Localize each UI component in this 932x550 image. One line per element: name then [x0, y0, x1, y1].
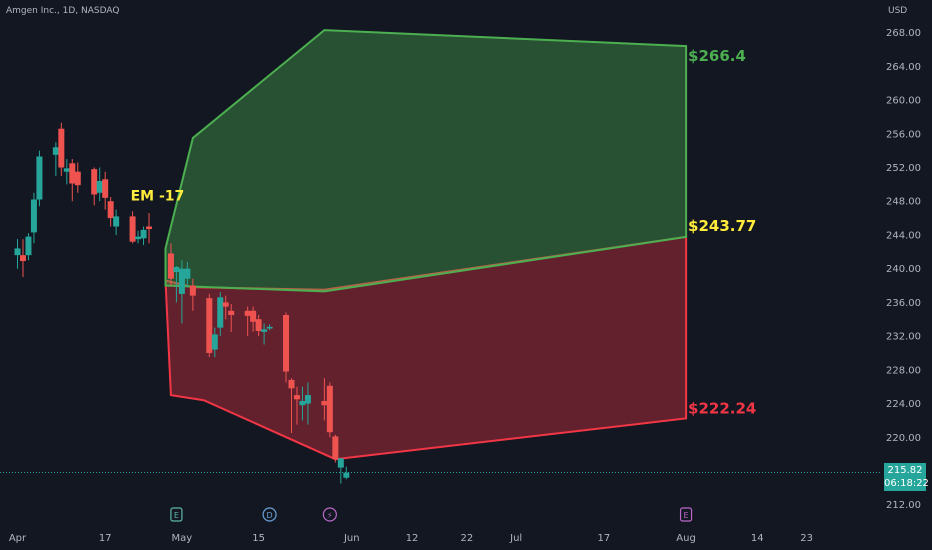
lower-level-label: $222.24 — [688, 399, 756, 417]
event-badge — [322, 507, 337, 522]
y-tick-label: 232.00 — [886, 332, 921, 343]
candle-body — [250, 310, 257, 322]
x-tick-label: Jul — [509, 533, 522, 544]
candle-body — [58, 128, 65, 168]
candle-body — [140, 229, 147, 239]
last-price-badge: 215.82 06:18:22 — [884, 463, 929, 491]
y-tick-label: 240.00 — [886, 264, 921, 275]
candle-body — [69, 163, 76, 184]
candle-body — [102, 179, 109, 198]
candle-body — [167, 253, 174, 279]
y-tick-label: 244.00 — [886, 230, 921, 241]
x-tick-label: Jun — [343, 533, 360, 544]
candle-body — [19, 255, 26, 262]
candle-body — [173, 266, 180, 273]
candle-body — [74, 171, 81, 186]
candle-body — [299, 401, 306, 406]
candle-body — [266, 326, 273, 329]
candle-body — [107, 201, 114, 219]
y-tick-label: 236.00 — [886, 298, 921, 309]
candle-body — [283, 315, 290, 372]
y-tick-label: 268.00 — [886, 28, 921, 39]
event-badge — [679, 507, 693, 522]
candle-body — [96, 180, 103, 193]
candle-body — [184, 268, 191, 279]
candle-body — [326, 385, 333, 433]
candle-body — [113, 216, 120, 227]
event-glyph: E — [684, 511, 689, 520]
candle-body — [228, 310, 235, 316]
candle-body — [288, 379, 295, 389]
y-tick-label: 248.00 — [886, 197, 921, 208]
upper-level-label: $266.4 — [688, 47, 746, 65]
x-tick-label: 23 — [800, 533, 813, 544]
candle-body — [178, 268, 185, 294]
candle-body — [146, 226, 153, 230]
candle-body — [261, 329, 268, 332]
x-tick-label: 12 — [406, 533, 419, 544]
candle-body — [293, 395, 300, 400]
event-glyph: D — [266, 511, 272, 520]
x-tick-label: 17 — [597, 533, 610, 544]
em-label: EM -17 — [131, 188, 185, 204]
candle-body — [332, 436, 339, 460]
candle-body — [129, 216, 136, 242]
y-tick-label: 212.00 — [886, 500, 921, 511]
candle-body — [217, 297, 224, 328]
candle-body — [343, 472, 350, 478]
dividend-icon: D — [262, 507, 277, 522]
candle-body — [304, 395, 311, 404]
earnings-icon: E — [679, 507, 693, 522]
event-badge — [170, 507, 183, 522]
currency-label: USD — [888, 6, 908, 16]
candle-body — [135, 236, 142, 240]
event-markers: E D ⚡ E — [170, 507, 693, 522]
y-tick-label: 224.00 — [886, 399, 921, 410]
y-tick-label: 228.00 — [886, 365, 921, 376]
x-tick-label: 14 — [751, 533, 764, 544]
y-tick-label: 264.00 — [886, 62, 921, 73]
y-tick-label: 252.00 — [886, 163, 921, 174]
x-tick-label: Aug — [676, 533, 696, 544]
x-tick-label: 15 — [252, 533, 265, 544]
y-tick-label: 260.00 — [886, 96, 921, 107]
candle-body — [36, 156, 43, 200]
candle-body — [255, 319, 262, 332]
candle-body — [337, 458, 344, 468]
earnings-icon: E — [170, 507, 183, 522]
split-icon: ⚡ — [322, 507, 337, 522]
candle-body — [321, 401, 328, 406]
event-badge — [262, 507, 277, 522]
bar-countdown: 06:18:22 — [884, 478, 929, 489]
candle-body — [14, 248, 21, 256]
x-tick-label: 17 — [99, 533, 112, 544]
y-tick-label: 256.00 — [886, 129, 921, 140]
candle-body — [91, 169, 98, 195]
chart-title: Amgen Inc., 1D, NASDAQ — [6, 6, 120, 16]
level-labels: EM -17 $266.4 $243.77 $222.24 — [131, 47, 757, 417]
x-tick-label: May — [172, 533, 193, 544]
candle-body — [25, 236, 32, 256]
candle-body — [52, 147, 59, 155]
price-axis[interactable]: 212.00216.00220.00224.00228.00232.00236.… — [886, 28, 921, 511]
candle-body — [222, 302, 229, 307]
candle-body — [211, 334, 218, 350]
event-glyph: E — [174, 511, 179, 520]
candle-body — [189, 285, 196, 296]
expected-move-zones — [164, 29, 688, 461]
mid-level-label: $243.77 — [688, 217, 756, 235]
time-axis[interactable]: Apr 17 May 15 Jun 12 22 Jul 17 Aug 14 23 — [9, 533, 813, 544]
y-tick-label: 220.00 — [886, 433, 921, 444]
x-tick-label: 22 — [460, 533, 473, 544]
candlesticks — [14, 122, 350, 484]
candle-body — [63, 168, 70, 172]
event-glyph: ⚡ — [327, 511, 333, 520]
x-tick-label: Apr — [9, 533, 27, 544]
candle-body — [30, 199, 37, 233]
candle-body — [244, 310, 251, 316]
candle-body — [206, 298, 213, 353]
last-price-value: 215.82 — [887, 465, 923, 476]
